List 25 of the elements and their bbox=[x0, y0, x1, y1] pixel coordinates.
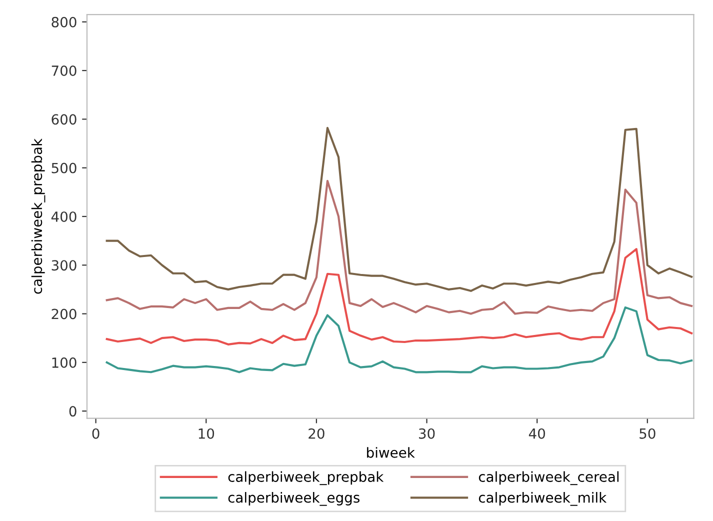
line-series bbox=[106, 306, 693, 374]
legend-label: calperbiweek_milk bbox=[478, 492, 607, 506]
y-tick-label: 400 bbox=[51, 211, 76, 222]
y-tick-label: 100 bbox=[52, 357, 76, 368]
y-tick-label: 800 bbox=[52, 16, 76, 28]
y-tick-label: 300 bbox=[52, 260, 76, 271]
y-tick-label: 500 bbox=[52, 162, 76, 174]
x-tick-label: 10 bbox=[198, 428, 214, 439]
x-axis-title: biweek bbox=[367, 447, 415, 458]
x-tick-label: 50 bbox=[640, 428, 656, 439]
x-tick-label: 0 bbox=[92, 428, 100, 439]
line-series bbox=[106, 248, 693, 346]
y-axis-title: calperbiweek_prepbak bbox=[31, 138, 46, 294]
legend-label: calperbiweek_cereal bbox=[478, 471, 619, 486]
legend-label: calperbiweek_prepbak bbox=[228, 471, 384, 486]
x-tick-label: 20 bbox=[308, 428, 324, 439]
legend-label: calperbiweek_eggs bbox=[228, 492, 360, 506]
y-tick-label: 200 bbox=[52, 308, 76, 320]
line-series bbox=[106, 180, 693, 315]
y-tick-label: 700 bbox=[52, 66, 76, 76]
y-tick-label: 0 bbox=[69, 406, 76, 417]
y-tick-label: 600 bbox=[52, 114, 76, 125]
x-tick-label: 30 bbox=[418, 428, 435, 439]
line-series bbox=[106, 126, 693, 292]
x-tick-label: 40 bbox=[528, 428, 546, 439]
